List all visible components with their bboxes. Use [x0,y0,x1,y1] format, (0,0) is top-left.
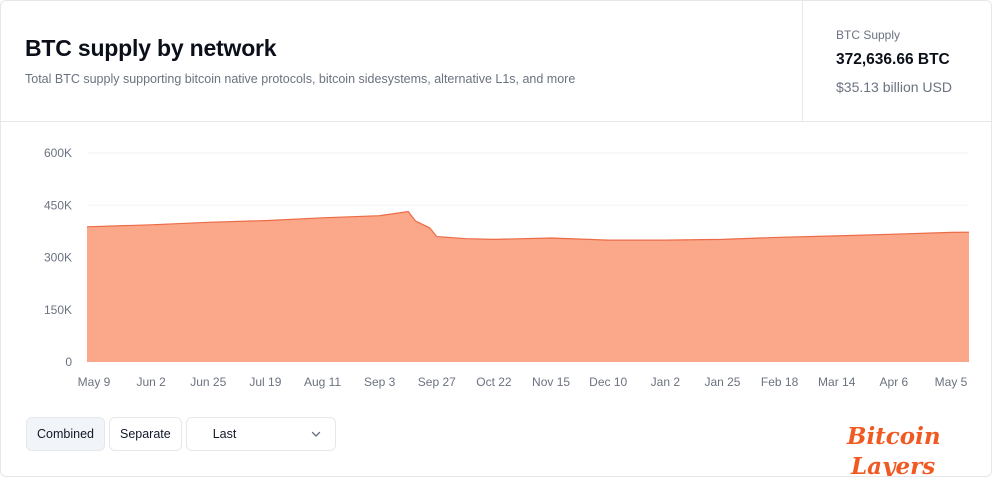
data-point[interactable] [720,236,726,242]
data-point[interactable] [412,218,418,224]
x-tick-label: Mar 14 [818,375,856,389]
data-point[interactable] [148,222,154,228]
data-point[interactable] [398,210,404,216]
separate-button[interactable]: Separate [108,417,182,451]
data-point[interactable] [662,237,668,243]
x-tick-label: Dec 10 [589,375,627,389]
x-tick-label: Apr 6 [880,375,909,389]
data-point[interactable] [427,225,433,231]
data-point[interactable] [320,215,326,221]
series-area[interactable] [87,211,969,363]
data-point[interactable] [948,229,954,235]
chevron-down-icon [311,431,320,437]
x-tick-label: Sep 3 [364,375,396,389]
page-subtitle: Total BTC supply supporting bitcoin nati… [25,72,576,86]
combined-button[interactable]: Combined [26,417,105,451]
data-point[interactable] [262,218,268,224]
data-point[interactable] [377,213,383,219]
x-tick-label: Aug 11 [304,375,341,389]
data-point[interactable] [548,235,554,241]
logo-line-2: Layers [851,453,936,477]
supply-summary: BTC Supply 372,636.66 BTC $35.13 billion… [802,1,991,121]
x-tick-label: Jan 25 [704,375,740,389]
x-tick-label: Jan 2 [651,375,681,389]
page-title: BTC supply by network [25,35,277,61]
chart-controls: Combined Separate Last [26,417,336,451]
supply-btc-value: 372,636.66 BTC [836,51,950,68]
series-line [86,210,970,241]
y-tick-label: 300K [44,251,72,265]
logo-line-1: Bitcoin [847,423,941,450]
x-tick-label: May 5 [935,375,968,389]
data-point[interactable] [605,237,611,243]
data-point[interactable] [84,224,90,230]
time-range-value: Last [212,427,237,441]
card-header: BTC supply by network Total BTC supply s… [1,1,991,122]
data-point[interactable] [777,234,783,240]
x-tick-label: Jul 19 [249,375,281,389]
data-point[interactable] [891,231,897,237]
x-tick-label: Oct 22 [476,375,512,389]
x-tick-label: Nov 15 [532,375,570,389]
bitcoin-layers-logo: Bitcoin Layers [847,422,941,477]
data-point[interactable] [491,236,497,242]
data-point[interactable] [405,209,411,215]
y-tick-label: 600K [44,146,72,160]
supply-usd-value: $35.13 billion USD [836,79,952,95]
x-tick-label: Sep 27 [418,375,456,389]
y-axis: 0 150K 300K 450K 600K [44,146,72,369]
data-point[interactable] [205,219,211,225]
data-point[interactable] [966,229,972,235]
time-range-select[interactable]: Last [185,417,336,451]
x-tick-label: Feb 18 [761,375,799,389]
supply-area-chart[interactable]: 0 150K 300K 450K 600K May 9 Jun 2 Jun 25 Jul 19… [1,122,991,392]
x-tick-label: Jun 2 [136,375,166,389]
y-tick-label: 150K [44,303,72,317]
x-tick-label: Jun 25 [190,375,226,389]
supply-label: BTC Supply [836,28,901,42]
data-point[interactable] [420,221,426,227]
y-tick-label: 0 [65,355,72,369]
data-point[interactable] [834,233,840,239]
series-layer [84,209,972,363]
y-tick-label: 450K [44,198,72,212]
x-tick-label: May 9 [78,375,111,389]
data-point[interactable] [464,236,470,242]
title-block: BTC supply by network Total BTC supply s… [25,35,575,86]
data-point[interactable] [434,234,440,240]
x-axis: May 9 Jun 2 Jun 25 Jul 19 Aug 11 Sep 3 Sep 27 O… [78,375,968,389]
